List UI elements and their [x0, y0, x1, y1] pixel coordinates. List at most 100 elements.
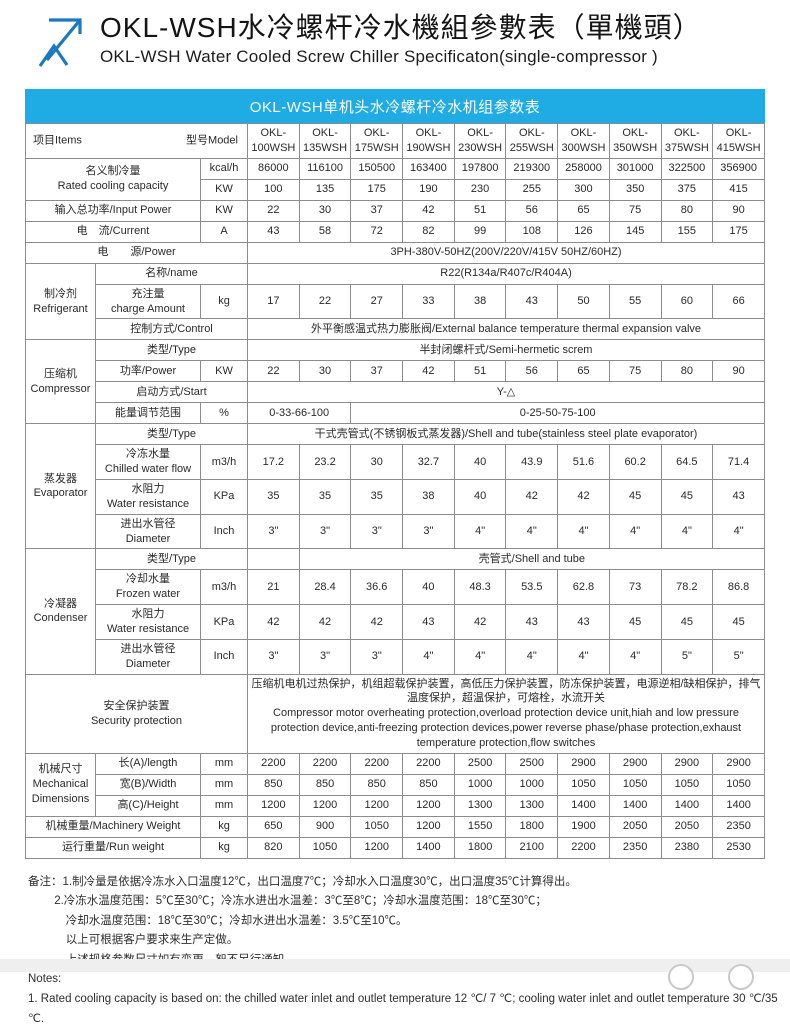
model-header-cell: OKL- 100WSH [247, 123, 300, 159]
row-label-cell: 水阻力 Water resistance [95, 479, 201, 515]
value-cell: 4" [557, 513, 610, 550]
value-cell: 64.5 [660, 444, 714, 481]
value-cell: 3" [350, 513, 404, 550]
page: OKL-WSH水冷螺杆冷水機組參數表（單機頭） OKL-WSH Water Co… [0, 10, 790, 1025]
value-cell: 2050 [608, 815, 662, 838]
value-cell: 1900 [557, 815, 610, 838]
value-cell: 60 [660, 283, 714, 320]
value-cell: 33 [402, 283, 455, 320]
row-label-cell: 类型/Type [95, 548, 248, 571]
section-label-cell: 冷凝器 Condenser [25, 548, 96, 675]
value-cell: 78.2 [660, 569, 714, 606]
value-cell: 900 [298, 815, 352, 838]
value-cell: 22 [247, 360, 300, 383]
value-cell: 1400 [557, 794, 610, 817]
row-label-cell: 功率/Power [95, 360, 201, 383]
value-cell: 2200 [557, 836, 610, 859]
merged-value-cell: 壳管式/Shell and tube [298, 548, 766, 571]
value-cell: 60.2 [608, 444, 662, 481]
model-header-cell: OKL- 135WSH [298, 123, 352, 159]
value-cell: 2500 [505, 752, 559, 775]
value-cell: 53.5 [505, 569, 559, 606]
row-label-cell: 进出水管径 Diameter [95, 513, 201, 550]
value-cell: 35 [350, 479, 404, 515]
row-label-cell: 宽(B)/Width [95, 773, 201, 796]
value-cell: 90 [712, 360, 765, 383]
value-cell: 4" [505, 638, 559, 675]
value-cell: 3" [298, 638, 352, 675]
value-cell: 2350 [608, 836, 662, 859]
merged-value-cell: 外平衡感温式热力膨胀阀/External balance temperature… [247, 318, 765, 341]
title-block: OKL-WSH水冷螺杆冷水機組參數表（單機頭） OKL-WSH Water Co… [94, 10, 702, 67]
value-cell: 4" [660, 513, 714, 550]
row-label-cell: 高(C)/Height [95, 794, 201, 817]
model-header-cell: OKL- 375WSH [660, 123, 714, 159]
value-cell: 30 [298, 199, 352, 222]
value-cell [247, 548, 300, 571]
value-cell: 42 [402, 360, 455, 383]
value-cell: 300 [557, 178, 610, 201]
value-cell: 56 [505, 360, 559, 383]
value-cell: 2200 [350, 752, 404, 775]
value-cell: 850 [298, 773, 352, 796]
value-cell: 50 [557, 283, 610, 320]
corner-cell: 项目Items 型号Model [25, 123, 248, 159]
value-cell: 1300 [505, 794, 559, 817]
row-label-cell: 名义制冷量 Rated cooling capacity [25, 157, 201, 201]
value-cell: 1000 [505, 773, 559, 796]
value-cell: 301000 [608, 157, 662, 180]
value-cell: 42 [402, 199, 455, 222]
row-label-cell: 电 源/Power [25, 241, 248, 264]
value-cell: 850 [247, 773, 300, 796]
row-label-cell: 冷却水量 Frozen water [95, 569, 201, 606]
merged-value-cell: 0-33-66-100 [246, 402, 352, 425]
footer-circle-icon [728, 964, 754, 990]
row-label-cell: 启动方式/Start [95, 381, 248, 404]
value-cell: 1400 [402, 836, 455, 859]
value-cell: 2200 [247, 752, 300, 775]
value-cell: 1550 [453, 815, 507, 838]
footer-circle-icon [668, 964, 694, 990]
value-cell: 45 [712, 604, 765, 640]
value-cell: 86.8 [712, 569, 765, 606]
value-cell: 4" [505, 513, 559, 550]
value-cell: 4" [557, 638, 610, 675]
spec-table: 项目Items 型号Model OKL- 100WSH OKL- 135WSH OKL-… [25, 123, 766, 859]
value-cell: 42 [247, 604, 300, 640]
value-cell: 65 [557, 360, 610, 383]
value-cell: 22 [247, 199, 300, 222]
value-cell: 51 [453, 360, 507, 383]
value-cell: 2100 [505, 836, 559, 859]
row-label-cell: 电 流/Current [25, 220, 201, 243]
value-cell: 45 [660, 604, 714, 640]
value-cell: 2050 [660, 815, 714, 838]
value-cell: 72 [350, 220, 404, 243]
unit-cell: KW [200, 360, 248, 383]
value-cell: 48.3 [453, 569, 507, 606]
value-cell: 42 [298, 604, 352, 640]
value-cell: 4" [608, 513, 662, 550]
value-cell: 650 [247, 815, 300, 838]
value-cell: 145 [608, 220, 662, 243]
value-cell: 45 [608, 604, 662, 640]
value-cell: 43 [505, 604, 559, 640]
value-cell: 1050 [557, 773, 610, 796]
value-cell: 40 [453, 479, 507, 515]
value-cell: 99 [453, 220, 507, 243]
value-cell: 1800 [453, 836, 507, 859]
merged-value-cell: 3PH-380V-50HZ(200V/220V/415V 50HZ/60HZ) [247, 241, 765, 264]
value-cell: 40 [453, 444, 507, 481]
value-cell: 1050 [350, 815, 404, 838]
unit-cell: KPa [200, 604, 248, 640]
value-cell: 28.4 [298, 569, 352, 606]
value-cell: 23.2 [298, 444, 352, 481]
value-cell: 42 [505, 479, 559, 515]
model-header-cell: OKL- 415WSH [712, 123, 765, 159]
unit-cell: kg [200, 836, 248, 859]
value-cell: 51.6 [557, 444, 610, 481]
value-cell: 1200 [350, 836, 404, 859]
value-cell: 1300 [453, 794, 507, 817]
row-label-cell: 机械重量/Machinery Weight [25, 815, 201, 838]
spec-table-body: 项目Items 型号Model OKL- 100WSH OKL- 135WSH OKL-… [25, 123, 766, 859]
spec-table-wrap: OKL-WSH单机头水冷螺杆冷水机组参数表 项目Items 型号Model OKL-… [25, 89, 766, 859]
